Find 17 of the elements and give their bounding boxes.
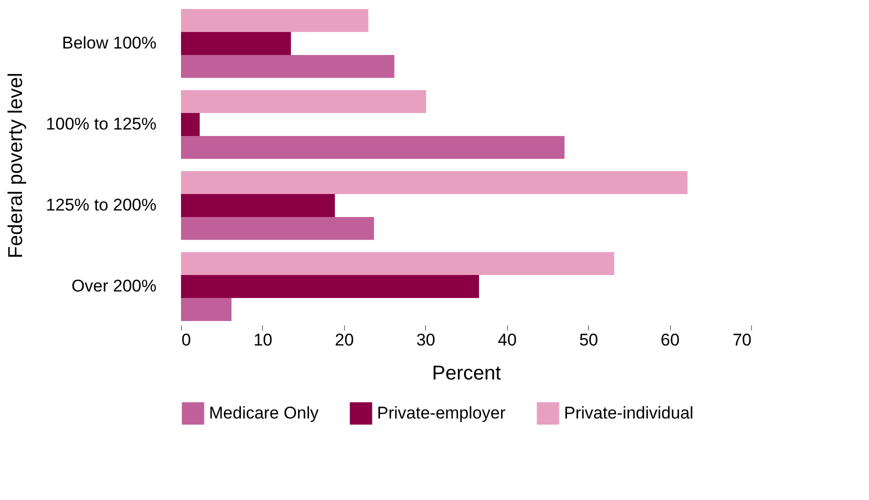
y-tick-label: Over 200%: [71, 276, 156, 296]
legend-label: Private-employer: [377, 403, 506, 422]
x-axis-title: Percent: [432, 362, 502, 384]
legend-label: Medicare Only: [209, 403, 320, 422]
x-tick-label: 70: [732, 330, 752, 350]
x-tick-label: 10: [253, 330, 272, 350]
y-axis-title: Federal poverty level: [4, 72, 27, 258]
x-tick-label: 30: [416, 330, 436, 350]
x-tick-label: 50: [579, 330, 598, 350]
x-tick-label: 60: [660, 330, 680, 350]
x-tick-label: 40: [498, 330, 517, 350]
y-tick-label: 100% to 125%: [46, 114, 156, 134]
y-tick-label: Below 100%: [62, 33, 156, 52]
legend-label: Private-individual: [564, 403, 694, 422]
y-tick-label: 125% to 200%: [46, 196, 156, 215]
x-tick-label: 0: [182, 330, 191, 350]
x-tick-label: 20: [334, 330, 354, 350]
